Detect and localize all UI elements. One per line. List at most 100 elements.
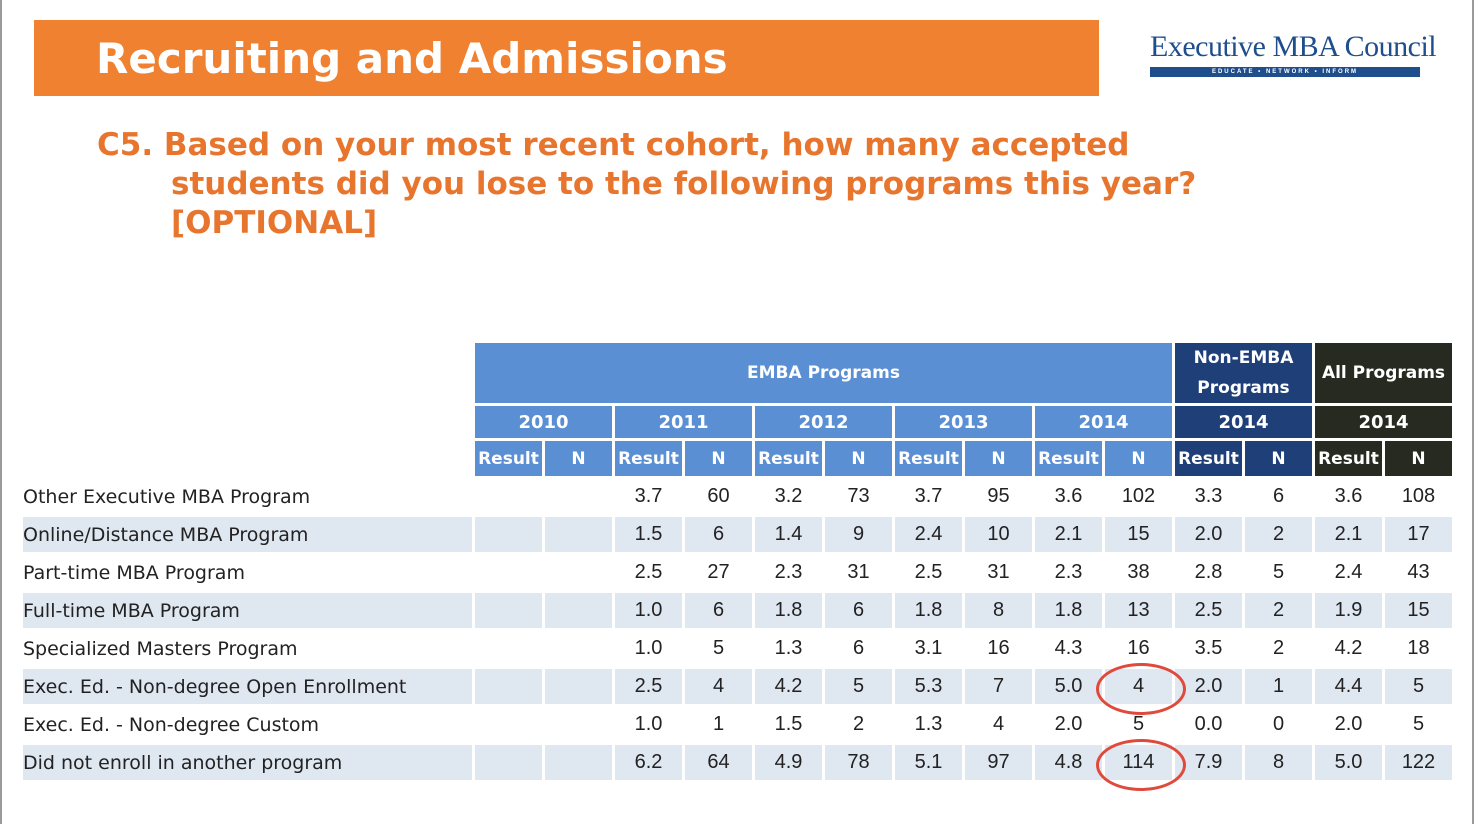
group-header-all: All Programs — [1315, 343, 1452, 403]
n-cell — [545, 479, 612, 514]
question-line-1: C5. Based on your most recent cohort, ho… — [97, 127, 1130, 163]
result-cell: 2.0 — [1334, 713, 1363, 735]
logo-tagline: EDUCATE • NETWORK • INFORM — [1150, 67, 1420, 77]
table-body: Other Executive MBA Program 3.7 60 3.2 73 3.7… — [23, 479, 1452, 791]
n-cell: 9 — [825, 517, 892, 552]
n-cell: 108 — [1401, 485, 1436, 507]
title-banner: Recruiting and Admissions — [34, 20, 1099, 96]
n-cell: 43 — [1407, 561, 1430, 583]
row-label: Exec. Ed. - Non-degree Open Enrollment — [23, 669, 472, 704]
n-cell: 95 — [987, 485, 1010, 507]
n-cell: 18 — [1407, 637, 1430, 659]
result-cell: 1.0 — [634, 713, 663, 735]
result-cell: 2.1 — [1315, 517, 1382, 552]
logo-text: Executive MBA Council — [1150, 30, 1437, 63]
n-cell: 31 — [847, 561, 870, 583]
result-cell: 4.3 — [1054, 637, 1083, 659]
n-cell: 2 — [1272, 637, 1285, 659]
n-cell — [545, 517, 612, 552]
n-cell: 6 — [685, 517, 752, 552]
n-cell: 2 — [852, 713, 865, 735]
row-label: Full-time MBA Program — [23, 593, 472, 628]
table-row: Exec. Ed. - Non-degree Custom 1.0 1 1.5 2 1.3… — [23, 707, 1452, 742]
year-header: 2014 — [1035, 406, 1172, 438]
n-cell: 0 — [1272, 713, 1285, 735]
n-cell: 8 — [965, 593, 1032, 628]
group-header-emba: EMBA Programs — [475, 343, 1172, 403]
row-label: Exec. Ed. - Non-degree Custom — [23, 713, 320, 736]
result-cell: 3.3 — [1194, 485, 1223, 507]
result-cell: 1.3 — [774, 637, 803, 659]
n-cell: 60 — [707, 485, 730, 507]
n-cell: 17 — [1385, 517, 1452, 552]
result-cell: 1.0 — [634, 637, 663, 659]
column-header-result: Result — [1315, 441, 1382, 476]
n-cell: 4 — [992, 713, 1005, 735]
group-header-row: EMBA Programs Non-EMBA Programs All Prog… — [23, 343, 1452, 403]
result-cell — [475, 631, 542, 666]
row-label: Did not enroll in another program — [23, 745, 472, 780]
result-cell: 2.0 — [1175, 669, 1242, 704]
n-cell: 78 — [825, 745, 892, 780]
n-cell: 16 — [1127, 637, 1150, 659]
n-cell: 38 — [1127, 561, 1150, 583]
result-cell: 3.6 — [1054, 485, 1083, 507]
year-header: 2014 — [1175, 406, 1312, 438]
table-row: Full-time MBA Program 1.0 6 1.8 6 1.8 8 1.8 13 2.… — [23, 593, 1452, 628]
result-cell: 2.5 — [634, 561, 663, 583]
result-cell — [475, 555, 542, 590]
corner-cell — [23, 441, 472, 476]
table-row: Part-time MBA Program 2.5 27 2.3 31 2.5 31 2.3 3… — [23, 555, 1452, 590]
n-cell: 102 — [1121, 485, 1156, 507]
result-cell: 3.1 — [914, 637, 943, 659]
result-cell: 5.0 — [1035, 669, 1102, 704]
result-cell: 6.2 — [615, 745, 682, 780]
n-cell: 122 — [1385, 745, 1452, 780]
result-cell — [475, 593, 542, 628]
n-cell: 16 — [987, 637, 1010, 659]
column-header-result: Result — [615, 441, 682, 476]
n-cell — [545, 593, 612, 628]
column-header-result: Result — [1175, 441, 1242, 476]
result-cell: 4.2 — [1334, 637, 1363, 659]
result-cell: 1.0 — [615, 593, 682, 628]
result-cell: 1.5 — [774, 713, 803, 735]
n-cell: 4 — [685, 669, 752, 704]
question-line-2: students did you lose to the following p… — [171, 166, 1197, 202]
row-label: Online/Distance MBA Program — [23, 517, 472, 552]
table-row: Specialized Masters Program 1.0 5 1.3 6 3.1 16… — [23, 631, 1452, 666]
corner-cell — [23, 406, 472, 438]
column-header-n: N — [965, 441, 1032, 476]
result-cell — [475, 745, 542, 780]
result-cell: 3.6 — [1334, 485, 1363, 507]
n-cell — [545, 707, 612, 742]
n-cell: 97 — [965, 745, 1032, 780]
result-cell: 4.8 — [1035, 745, 1102, 780]
result-cell: 1.8 — [1035, 593, 1102, 628]
result-cell — [475, 707, 542, 742]
highlighted-n-cell: 4 — [1095, 662, 1186, 715]
table-row: Did not enroll in another program 6.2 64 4.… — [23, 738, 1452, 791]
results-table: EMBA Programs Non-EMBA Programs All Prog… — [20, 340, 1455, 791]
result-cell: 2.3 — [774, 561, 803, 583]
corner-cell — [23, 343, 472, 403]
column-header-row: Result N Result N Result N Result N Resu… — [23, 441, 1452, 476]
n-cell: 2 — [1245, 593, 1312, 628]
result-cell — [475, 669, 542, 704]
column-header-result: Result — [895, 441, 962, 476]
result-cell: 2.5 — [1175, 593, 1242, 628]
year-header: 2010 — [475, 406, 612, 438]
result-cell: 1.5 — [615, 517, 682, 552]
n-cell: 5 — [1412, 713, 1425, 735]
result-cell: 2.1 — [1035, 517, 1102, 552]
result-cell: 1.3 — [914, 713, 943, 735]
column-header-n: N — [1385, 441, 1452, 476]
year-header-row: 2010 2011 2012 2013 2014 2014 2014 — [23, 406, 1452, 438]
n-cell: 2 — [1245, 517, 1312, 552]
n-cell: 5 — [712, 637, 725, 659]
n-cell — [545, 669, 612, 704]
year-header: 2012 — [755, 406, 892, 438]
result-cell: 2.4 — [895, 517, 962, 552]
n-cell: 27 — [707, 561, 730, 583]
result-cell: 5.3 — [895, 669, 962, 704]
